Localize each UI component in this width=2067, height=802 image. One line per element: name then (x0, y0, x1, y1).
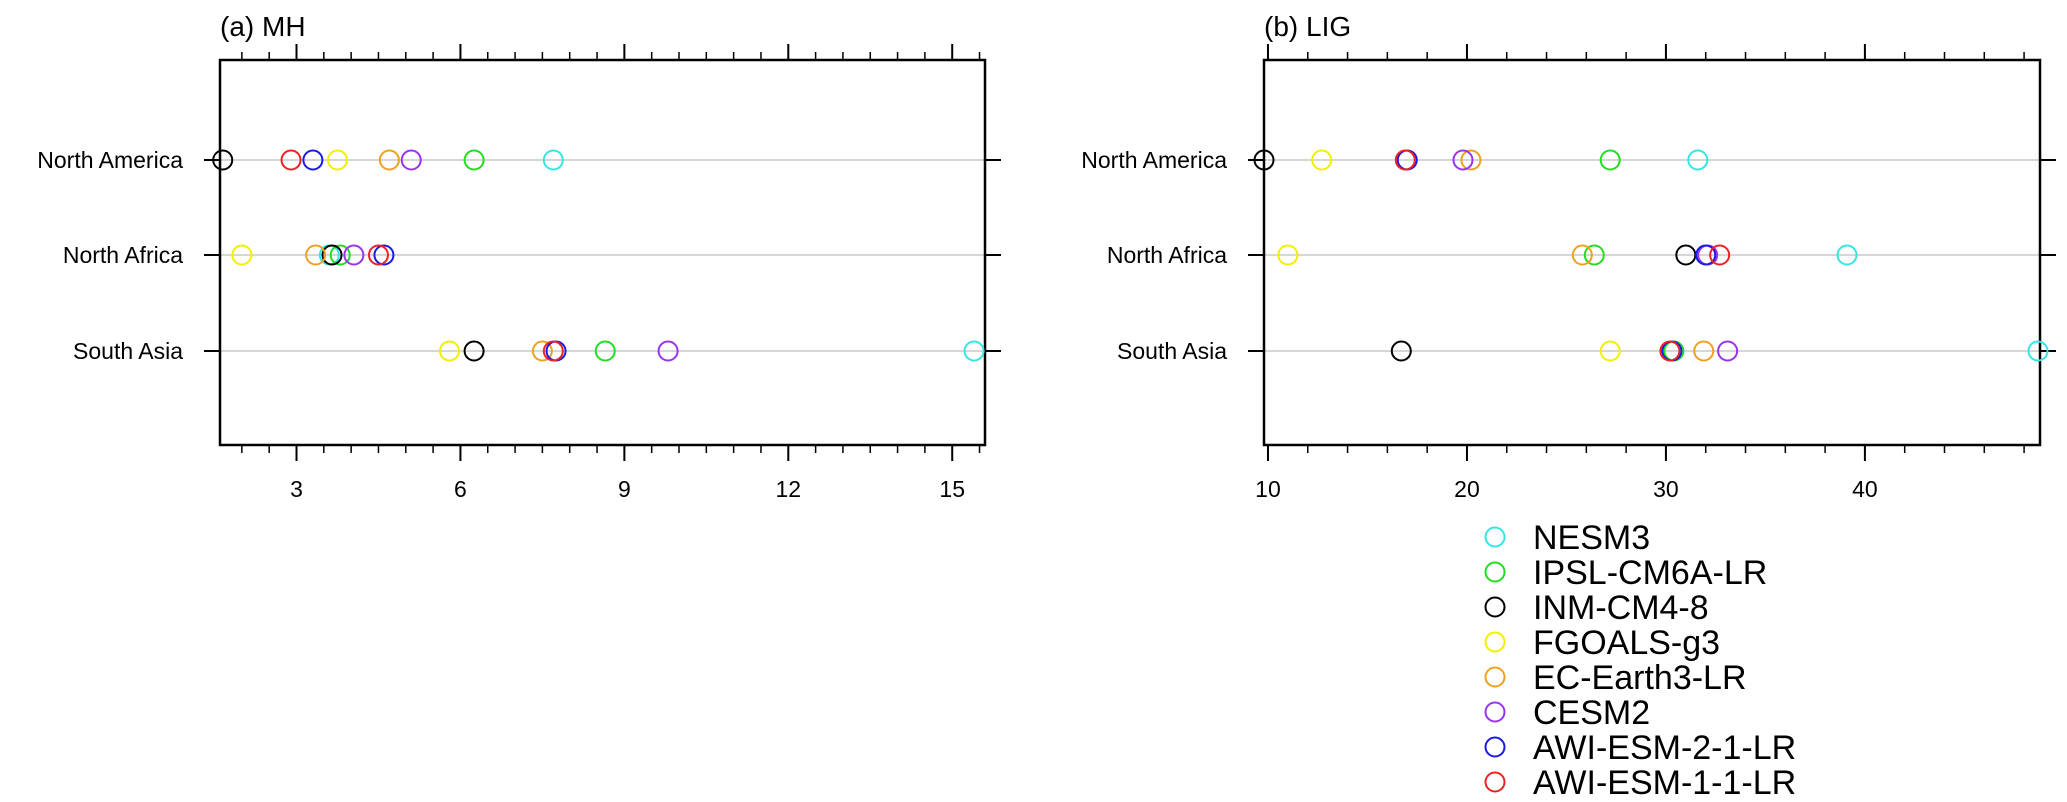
point-awi-esm-1-1-lr-north-africa (367, 244, 389, 266)
x-tick-label: 3 (290, 476, 303, 502)
chart-panel-1: 3 6 9 12 15 North America North Africa South As… (37, 11, 1001, 502)
point-fgoals-g3-south-asia (1599, 340, 1621, 362)
point-awi-esm-1-1-lr-south-asia (1659, 340, 1681, 362)
point-ipsl-cm6a-lr-south-asia (594, 340, 616, 362)
point-inm-cm4-8-north-africa (321, 244, 343, 266)
legend-marker-cesm2 (1484, 701, 1506, 723)
point-awi-esm-1-1-lr-south-asia (542, 340, 564, 362)
legend-label-fgoals-g3: FGOALS-g3 (1533, 624, 1720, 662)
legend-marker-fgoals-g3 (1484, 631, 1506, 653)
point-nesm3-south-asia (963, 340, 985, 362)
point-awi-esm-1-1-lr-north-america (280, 149, 302, 171)
legend-label-nesm3: NESM3 (1533, 519, 1650, 557)
plot-frame (218, 58, 987, 447)
point-nesm3-north-america (542, 149, 564, 171)
point-inm-cm4-8-south-asia (1390, 340, 1412, 362)
point-ec-earth3-lr-north-africa (1571, 244, 1593, 266)
point-ec-earth3-lr-north-america (378, 149, 400, 171)
point-ec-earth3-lr-north-america (1460, 149, 1482, 171)
point-awi-esm-1-1-lr-north-america (1394, 149, 1416, 171)
legend-label-awi-esm-2-1-lr: AWI-ESM-2-1-LR (1533, 729, 1796, 767)
point-cesm2-north-america (1452, 149, 1474, 171)
legend-marker-awi-esm-2-1-lr (1484, 736, 1506, 758)
y-tick-label-north-africa: North Africa (63, 242, 183, 268)
point-fgoals-g3-north-america (326, 149, 348, 171)
legend-marker-awi-esm-1-1-lr (1484, 771, 1506, 793)
legend-marker-inm-cm4-8 (1484, 596, 1506, 618)
legend-marker-ipsl-cm6a-lr (1484, 561, 1506, 583)
point-cesm2-north-africa (343, 244, 365, 266)
x-tick-label: 6 (454, 476, 467, 502)
x-tick-label: 30 (1653, 476, 1679, 502)
legend-label-inm-cm4-8: INM-CM4-8 (1533, 589, 1709, 627)
y-tick-label-north-america: North America (37, 147, 183, 173)
point-inm-cm4-8-north-america (212, 149, 234, 171)
point-ipsl-cm6a-lr-north-africa (1583, 244, 1605, 266)
x-tick-label: 12 (775, 476, 801, 502)
panel-title: (a) MH (220, 11, 306, 42)
y-tick-label-south-asia: South Asia (73, 338, 183, 364)
legend-marker-ec-earth3-lr (1484, 666, 1506, 688)
legend-marker-nesm3 (1484, 526, 1506, 548)
point-ipsl-cm6a-lr-north-america (1599, 149, 1621, 171)
legend-label-awi-esm-1-1-lr: AWI-ESM-1-1-LR (1533, 764, 1796, 802)
point-cesm2-south-asia (1717, 340, 1739, 362)
point-nesm3-north-america (1687, 149, 1709, 171)
point-fgoals-g3-north-america (1311, 149, 1333, 171)
point-ipsl-cm6a-lr-north-africa (329, 244, 351, 266)
point-ipsl-cm6a-lr-north-america (463, 149, 485, 171)
x-tick-label: 40 (1852, 476, 1878, 502)
y-tick-label-north-africa: North Africa (1107, 242, 1227, 268)
legend-label-ipsl-cm6a-lr: IPSL-CM6A-LR (1533, 554, 1767, 592)
point-inm-cm4-8-north-america (1253, 149, 1275, 171)
point-ec-earth3-lr-north-africa (305, 244, 327, 266)
point-nesm3-north-africa (1836, 244, 1858, 266)
y-tick-label-south-asia: South Asia (1117, 338, 1227, 364)
point-fgoals-g3-north-africa (231, 244, 253, 266)
panel-title: (b) LIG (1264, 11, 1351, 42)
point-awi-esm-2-1-lr-north-africa (373, 244, 395, 266)
chart-panel-2: 10 20 30 40 North America North Africa South A… (1081, 11, 2056, 502)
x-tick-label: 9 (618, 476, 631, 502)
legend-label-cesm2: CESM2 (1533, 694, 1650, 732)
legend-label-ec-earth3-lr: EC-Earth3-LR (1533, 659, 1747, 697)
y-tick-label-north-america: North America (1081, 147, 1227, 173)
point-cesm2-south-asia (657, 340, 679, 362)
legend: NESM3IPSL-CM6A-LRINM-CM4-8FGOALS-g3EC-Ea… (1484, 519, 1796, 802)
x-tick-label: 10 (1255, 476, 1281, 502)
point-inm-cm4-8-south-asia (463, 340, 485, 362)
point-awi-esm-1-1-lr-north-africa (1709, 244, 1731, 266)
x-tick-label: 20 (1454, 476, 1480, 502)
point-ec-earth3-lr-south-asia (1693, 340, 1715, 362)
plot-frame (1262, 58, 2042, 447)
point-ec-earth3-lr-south-asia (531, 340, 553, 362)
point-fgoals-g3-south-asia (439, 340, 460, 362)
point-awi-esm-2-1-lr-north-america (302, 149, 324, 171)
point-cesm2-north-america (400, 149, 422, 171)
point-fgoals-g3-north-africa (1277, 244, 1299, 266)
x-tick-label: 15 (939, 476, 965, 502)
point-nesm3-south-asia (2027, 340, 2049, 362)
point-awi-esm-2-1-lr-north-africa (1695, 244, 1717, 266)
